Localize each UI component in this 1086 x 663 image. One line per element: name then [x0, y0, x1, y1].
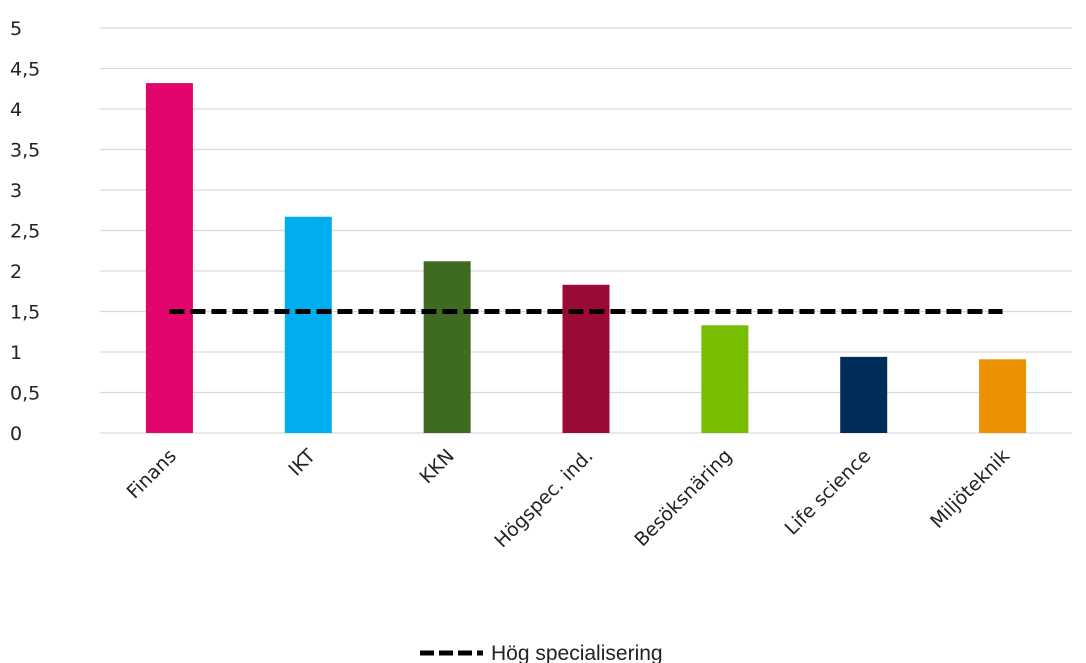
bar: [562, 284, 610, 433]
y-tick-label: 1,5: [10, 302, 40, 324]
x-tick-label: Besöksnäring: [630, 445, 736, 551]
bar: [701, 325, 749, 433]
y-tick-label: 5: [10, 18, 22, 40]
x-tick-label: Finans: [123, 445, 181, 503]
y-tick-label: 0: [10, 423, 22, 445]
legend-label: Hög specialisering: [491, 642, 663, 663]
bars: [145, 83, 1027, 433]
y-tick-label: 2,5: [10, 221, 40, 243]
legend: Hög specialisering: [420, 642, 663, 663]
y-axis: 0 0,5 1 1,5 2 2,5 3 3,5 4 4,5 5: [10, 18, 40, 445]
bar: [840, 356, 888, 433]
bar: [145, 83, 193, 433]
x-tick-label: Life science: [781, 445, 876, 540]
x-tick-label: Högspec. ind.: [490, 445, 597, 552]
x-tick-label: IKT: [284, 445, 320, 481]
y-tick-label: 0,5: [10, 383, 40, 405]
y-tick-label: 4: [10, 99, 22, 121]
bar: [979, 359, 1027, 433]
x-tick-label: KKN: [415, 445, 458, 488]
gridlines: [100, 27, 1072, 434]
x-tick-label: Miljöteknik: [926, 445, 1014, 533]
y-tick-label: 3: [10, 180, 22, 202]
y-tick-label: 2: [10, 261, 22, 283]
y-tick-label: 4,5: [10, 59, 40, 81]
bar: [423, 261, 471, 433]
y-tick-label: 3,5: [10, 140, 40, 162]
x-axis-labels: Finans IKT KKN Högspec. ind. Besöksnäring Lif…: [123, 445, 1014, 552]
y-tick-label: 1: [10, 342, 22, 364]
bar: [284, 216, 332, 433]
